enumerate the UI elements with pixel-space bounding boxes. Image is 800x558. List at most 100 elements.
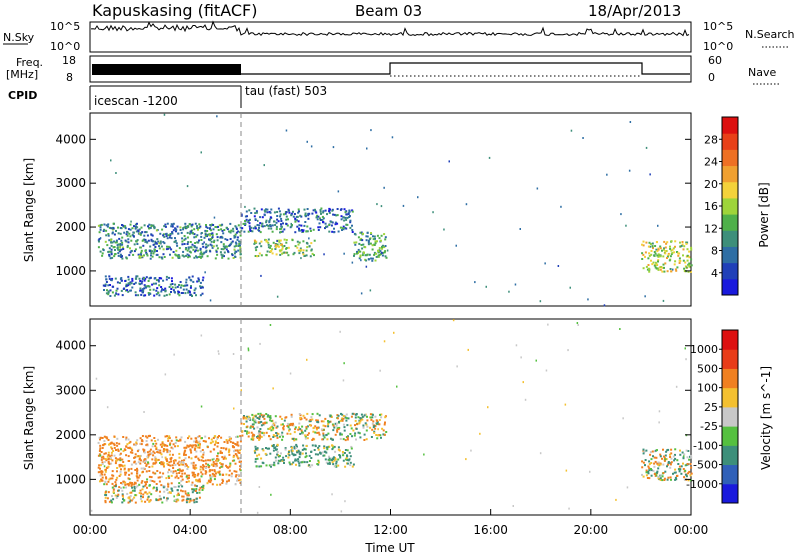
data-cell	[146, 486, 148, 489]
data-cell	[257, 255, 260, 257]
data-cell	[371, 257, 374, 260]
noise-cell	[344, 500, 346, 503]
data-cell	[118, 486, 121, 489]
data-cell	[213, 469, 216, 472]
data-cell	[683, 478, 686, 481]
data-cell	[254, 445, 257, 448]
noise-cell	[200, 334, 203, 337]
data-cell	[664, 246, 667, 249]
data-cell	[284, 251, 287, 254]
data-cell	[244, 416, 247, 419]
data-cell	[162, 279, 165, 282]
data-cell	[234, 255, 237, 258]
data-cell	[644, 251, 647, 254]
data-cell	[216, 483, 219, 486]
data-cell	[117, 252, 120, 255]
noise-cell	[130, 220, 132, 223]
data-cell	[285, 211, 288, 214]
data-cell	[253, 207, 256, 210]
data-cell	[688, 264, 691, 267]
data-cell	[335, 214, 338, 217]
data-cell	[212, 465, 215, 467]
data-cell	[656, 254, 659, 257]
data-cell	[253, 242, 256, 245]
noise-cell	[200, 151, 202, 154]
data-cell	[690, 264, 693, 267]
data-cell	[235, 228, 238, 230]
data-cell	[97, 466, 100, 469]
data-cell	[283, 228, 286, 231]
data-cell	[214, 435, 217, 438]
noise-cell	[560, 205, 562, 208]
data-cell	[297, 450, 300, 453]
data-cell	[325, 461, 328, 464]
data-cell	[151, 465, 154, 468]
data-cell	[287, 218, 289, 221]
data-cell	[127, 501, 130, 504]
colorbar-tick-label: 500	[697, 362, 718, 375]
data-cell	[362, 426, 365, 429]
data-cell	[258, 417, 261, 420]
data-cell	[341, 419, 344, 422]
noise-cell	[488, 156, 491, 159]
data-cell	[366, 231, 369, 234]
data-cell	[116, 495, 119, 498]
data-cell	[153, 437, 156, 439]
data-cell	[177, 499, 180, 502]
noise-cell	[232, 353, 235, 355]
noise-cell	[657, 224, 659, 227]
data-cell	[377, 434, 380, 437]
data-cell	[167, 245, 170, 248]
data-cell	[258, 430, 261, 433]
data-cell	[127, 460, 130, 462]
data-cell	[308, 454, 311, 457]
data-cell	[119, 232, 122, 235]
data-cell	[323, 450, 326, 453]
data-cell	[680, 244, 683, 247]
data-cell	[685, 475, 688, 478]
data-cell	[145, 251, 148, 254]
data-cell	[160, 484, 163, 487]
data-cell	[99, 454, 102, 457]
data-cell	[338, 449, 341, 452]
data-cell	[332, 429, 335, 432]
data-cell	[250, 212, 253, 214]
data-cell	[114, 494, 117, 497]
data-cell	[684, 469, 687, 472]
data-cell	[195, 441, 197, 444]
data-cell	[133, 483, 136, 486]
noise-cell	[173, 495, 175, 498]
data-cell	[334, 456, 337, 459]
data-cell	[168, 293, 171, 296]
data-cell	[375, 419, 378, 422]
data-cell	[653, 456, 656, 459]
data-cell	[373, 251, 376, 254]
data-cell	[306, 461, 309, 464]
data-cell	[213, 239, 216, 242]
data-cell	[165, 235, 168, 238]
data-cell	[100, 478, 103, 481]
data-cell	[641, 466, 644, 469]
data-cell	[234, 250, 237, 253]
data-cell	[192, 499, 195, 502]
data-cell	[155, 293, 158, 296]
data-cell	[279, 231, 281, 234]
data-cell	[144, 435, 147, 438]
data-cell	[166, 435, 168, 438]
data-cell	[333, 465, 336, 468]
data-cell	[199, 252, 202, 255]
data-cell	[155, 282, 157, 285]
data-cell	[265, 221, 268, 224]
data-cell	[179, 484, 182, 487]
noise-cell	[448, 160, 450, 163]
data-cell	[370, 232, 372, 235]
data-cell	[292, 461, 295, 464]
data-cell	[254, 421, 257, 424]
data-cell	[106, 437, 109, 440]
data-cell	[120, 482, 122, 484]
noise-cell	[456, 365, 458, 368]
data-cell	[357, 252, 359, 255]
data-cell	[146, 492, 149, 495]
data-cell	[162, 486, 165, 489]
